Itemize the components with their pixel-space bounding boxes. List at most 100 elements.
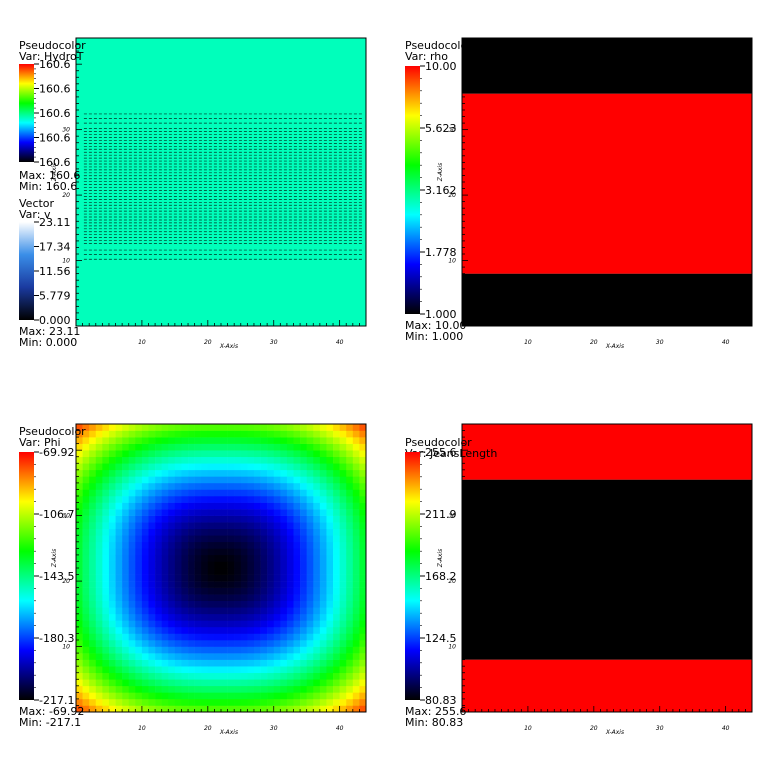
heatmap-cell bbox=[108, 535, 116, 543]
heatmap-cell bbox=[280, 581, 288, 588]
heatmap-cell bbox=[201, 548, 209, 556]
heatmap-cell bbox=[253, 666, 261, 674]
heatmap-cell bbox=[102, 607, 110, 615]
heatmap-cell bbox=[293, 541, 301, 549]
heatmap-cell bbox=[359, 581, 367, 588]
heatmap-cell bbox=[286, 437, 294, 444]
heatmap-cell bbox=[122, 705, 130, 713]
heatmap-cell bbox=[346, 548, 354, 556]
heatmap-cell bbox=[293, 450, 301, 458]
heatmap-cell bbox=[115, 574, 123, 582]
heatmap-cell bbox=[326, 430, 334, 438]
heatmap-cell bbox=[148, 482, 156, 490]
heatmap-cell bbox=[234, 568, 242, 575]
heatmap-cell bbox=[181, 698, 189, 706]
heatmap-cell bbox=[306, 626, 314, 634]
heatmap-cell bbox=[82, 613, 90, 621]
heatmap-cell bbox=[313, 659, 321, 667]
heatmap-cell bbox=[95, 502, 103, 510]
heatmap-cell bbox=[286, 626, 294, 634]
heatmap-cell bbox=[280, 424, 288, 431]
heatmap-band bbox=[462, 424, 752, 480]
x-tick-label: 30 bbox=[270, 725, 278, 732]
heatmap-cell bbox=[115, 587, 123, 595]
heatmap-cell bbox=[76, 489, 83, 497]
heatmap-cell bbox=[359, 653, 367, 660]
heatmap-cell bbox=[128, 581, 136, 588]
heatmap-cell bbox=[188, 476, 195, 484]
heatmap-cell bbox=[168, 594, 176, 602]
heatmap-cell bbox=[306, 594, 314, 602]
heatmap-cell bbox=[174, 679, 182, 687]
heatmap-cell bbox=[161, 685, 169, 693]
heatmap-cell bbox=[155, 594, 162, 602]
heatmap-cell bbox=[128, 626, 136, 634]
heatmap-cell bbox=[359, 646, 367, 654]
legend-min: Min: 80.83 bbox=[405, 716, 463, 729]
heatmap-cell bbox=[273, 469, 281, 477]
heatmap-cell bbox=[221, 640, 228, 647]
heatmap-cell bbox=[128, 515, 136, 523]
heatmap-cell bbox=[135, 522, 143, 530]
heatmap-cell bbox=[161, 535, 169, 543]
heatmap-cell bbox=[346, 640, 354, 647]
heatmap-cell bbox=[214, 679, 222, 687]
heatmap-cell bbox=[333, 613, 340, 621]
heatmap-cell bbox=[76, 679, 83, 687]
heatmap-cell bbox=[260, 430, 268, 438]
heatmap-cell bbox=[346, 672, 354, 680]
x-axis-label: X-Axis bbox=[605, 729, 624, 736]
heatmap-cell bbox=[253, 489, 261, 497]
heatmap-cell bbox=[115, 594, 123, 602]
heatmap-cell bbox=[168, 548, 176, 556]
heatmap-cell bbox=[286, 496, 294, 503]
heatmap-cell bbox=[174, 607, 182, 615]
heatmap-cell bbox=[194, 574, 202, 582]
heatmap-cell bbox=[82, 568, 90, 575]
heatmap-cell bbox=[306, 692, 314, 700]
heatmap-cell bbox=[280, 607, 288, 615]
heatmap-cell bbox=[359, 561, 367, 569]
heatmap-cell bbox=[286, 685, 294, 693]
heatmap-cell bbox=[194, 705, 202, 713]
heatmap-cell bbox=[76, 535, 83, 543]
heatmap-cell bbox=[333, 496, 340, 503]
heatmap-cell bbox=[313, 509, 321, 516]
heatmap-cell bbox=[286, 653, 294, 660]
heatmap-cell bbox=[141, 679, 149, 687]
heatmap-cell bbox=[293, 698, 301, 706]
heatmap-cell bbox=[247, 522, 255, 530]
heatmap-cell bbox=[260, 692, 268, 700]
heatmap-cell bbox=[188, 456, 195, 464]
heatmap-cell bbox=[181, 463, 189, 471]
heatmap-cell bbox=[313, 528, 321, 536]
heatmap-cell bbox=[267, 502, 275, 510]
legend-max: Max: 10.00 bbox=[405, 319, 466, 332]
heatmap-cell bbox=[207, 587, 215, 595]
heatmap-cell bbox=[273, 443, 281, 451]
heatmap-cell bbox=[141, 626, 149, 634]
heatmap-cell bbox=[194, 646, 202, 654]
heatmap-cell bbox=[95, 443, 103, 451]
heatmap-cell bbox=[194, 698, 202, 706]
heatmap-cell bbox=[333, 594, 340, 602]
heatmap-cell bbox=[122, 463, 130, 471]
heatmap-cell bbox=[221, 509, 228, 516]
heatmap-cell bbox=[181, 528, 189, 536]
heatmap-cell bbox=[300, 692, 307, 700]
heatmap-cell bbox=[194, 626, 202, 634]
heatmap-cell bbox=[227, 528, 235, 536]
heatmap-cell bbox=[161, 626, 169, 634]
heatmap-cell bbox=[267, 685, 275, 693]
heatmap-cell bbox=[95, 600, 103, 608]
heatmap-cell bbox=[319, 581, 327, 588]
heatmap-cell bbox=[102, 535, 110, 543]
heatmap-cell bbox=[161, 587, 169, 595]
heatmap-cell bbox=[168, 469, 176, 477]
heatmap-cell bbox=[201, 496, 209, 503]
heatmap-cell bbox=[240, 522, 248, 530]
heatmap-cell bbox=[82, 672, 90, 680]
heatmap-cell bbox=[359, 679, 367, 687]
heatmap-cell bbox=[135, 607, 143, 615]
heatmap-cell bbox=[260, 685, 268, 693]
